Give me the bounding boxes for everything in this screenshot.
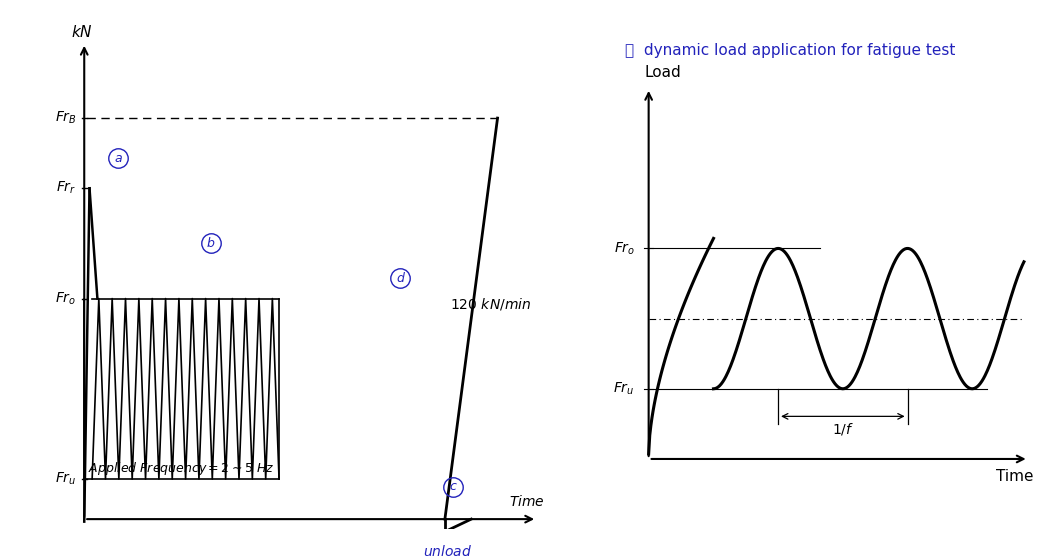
Text: $Fr_o$: $Fr_o$	[55, 290, 77, 307]
Text: $Time$: $Time$	[510, 494, 545, 509]
Text: Time: Time	[996, 469, 1033, 484]
Text: $unload$: $unload$	[423, 544, 472, 557]
Text: Load: Load	[644, 66, 681, 80]
Text: $Fr_o$: $Fr_o$	[614, 240, 635, 257]
Text: d: d	[396, 272, 404, 285]
Text: c: c	[450, 480, 456, 493]
Text: a: a	[115, 152, 122, 165]
Text: $Fr_u$: $Fr_u$	[613, 380, 635, 397]
Text: $Fr_B$: $Fr_B$	[55, 110, 77, 126]
Text: b: b	[206, 237, 215, 250]
Text: ⓑ  dynamic load application for fatigue test: ⓑ dynamic load application for fatigue t…	[625, 43, 956, 58]
Text: $Fr_u$: $Fr_u$	[55, 471, 77, 487]
Text: $Applied\ Frequency = 2 \sim 5\ Hz$: $Applied\ Frequency = 2 \sim 5\ Hz$	[88, 460, 275, 476]
Text: $1/f$: $1/f$	[832, 421, 854, 437]
Text: $120\ kN/min$: $120\ kN/min$	[451, 296, 532, 311]
Text: $kN$: $kN$	[71, 25, 93, 40]
Text: $Fr_r$: $Fr_r$	[56, 180, 77, 197]
